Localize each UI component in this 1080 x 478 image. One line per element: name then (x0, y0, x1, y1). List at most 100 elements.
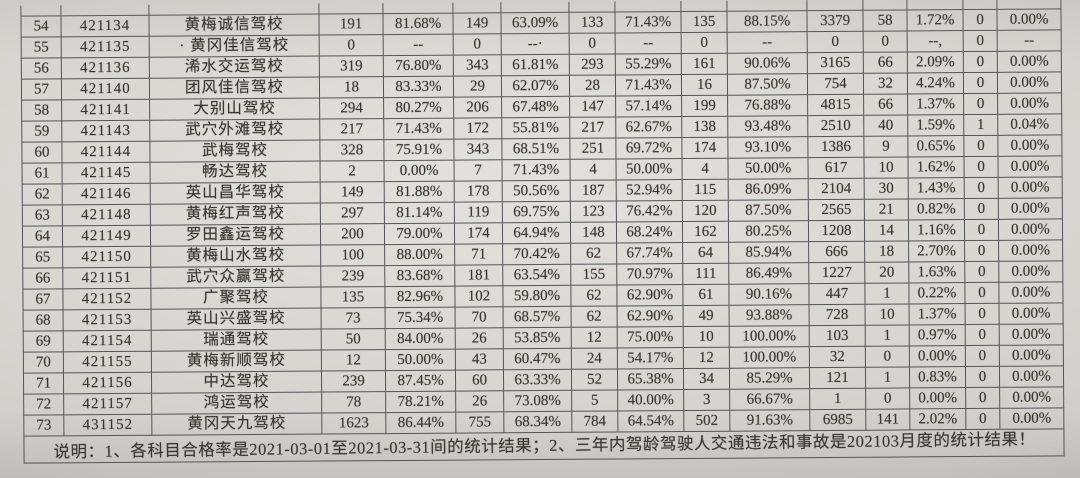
stat-cell: 1 (809, 388, 866, 410)
stat-cell: -- (615, 32, 682, 54)
school-name-cell: 罗田鑫运驾校 (150, 224, 321, 247)
stat-cell: 90.06% (727, 52, 808, 75)
row-number-cell: 62 (22, 183, 63, 206)
grid-cell (996, 0, 1061, 10)
stat-cell: 0.22% (908, 282, 966, 304)
stat-cell: 3 (683, 389, 730, 411)
stat-cell: 10 (863, 156, 909, 179)
school-code-cell: 421157 (63, 393, 152, 415)
stat-cell: 199 (681, 95, 728, 117)
stat-cell: 68.57% (503, 306, 572, 328)
stat-cell: 0 (963, 72, 998, 94)
stat-cell: 81.68% (382, 13, 454, 35)
stat-cell: 162 (682, 221, 729, 243)
stat-cell: 3379 (806, 10, 864, 32)
stat-cell: 50.00% (615, 158, 683, 180)
row-number-cell: 67 (22, 288, 64, 311)
school-code-cell: 421146 (62, 183, 151, 205)
stat-cell: 148 (570, 221, 617, 244)
stat-cell: 0 (965, 303, 1000, 325)
stat-cell: 0 (964, 177, 999, 199)
stat-cell: 71.43% (383, 118, 454, 140)
grid-cell (962, 0, 997, 10)
stat-cell: 617 (807, 157, 865, 179)
school-name-cell: 团风佳信驾校 (149, 77, 320, 100)
stat-cell: 71.43% (614, 11, 682, 33)
stat-cell: 0 (964, 282, 1000, 304)
stat-cell: 67.48% (501, 96, 570, 118)
stat-cell: 55.81% (501, 117, 570, 139)
stat-cell: 57.14% (615, 95, 682, 117)
stat-cell: -- (727, 31, 808, 54)
stat-cell: 502 (683, 410, 730, 432)
school-code-cell: 421135 (61, 36, 150, 58)
grid-cell (500, 1, 569, 13)
school-code-cell: 431152 (63, 414, 152, 436)
stat-cell: 343 (453, 54, 502, 77)
stat-cell: 100.00% (729, 346, 810, 369)
stat-cell: 0.00% (999, 386, 1064, 409)
school-name-cell: 中达驾校 (151, 371, 322, 394)
stat-cell: 12 (321, 349, 386, 372)
stat-cell: 2.09% (907, 51, 964, 73)
stat-cell: 1 (864, 282, 910, 305)
stat-cell: 4.24% (907, 72, 964, 94)
stat-cell: 2565 (808, 199, 865, 221)
stat-cell: 93.88% (729, 304, 810, 327)
school-code-cell: 421151 (62, 267, 151, 289)
stat-cell: 40.00% (617, 389, 684, 411)
stat-cell: 50.00% (385, 349, 456, 371)
stat-cell: 141 (865, 408, 910, 431)
stat-cell: 79.00% (384, 223, 455, 245)
stat-cell: 0.00% (997, 155, 1063, 178)
stat-cell: 135 (680, 11, 728, 33)
stat-cell: -- (997, 29, 1062, 52)
row-number-cell: 61 (22, 162, 63, 185)
stat-cell: 85.29% (729, 367, 810, 390)
stat-cell: 63.54% (502, 264, 571, 286)
stat-cell: 0 (964, 198, 999, 220)
stat-cell: 50 (321, 328, 386, 351)
stat-cell: 54.17% (617, 347, 684, 369)
row-number-cell: 73 (23, 414, 64, 437)
stat-cell: 666 (808, 241, 865, 263)
stat-cell: 86.49% (728, 262, 809, 285)
stat-cell: 1 (963, 114, 998, 136)
row-number-cell: 66 (22, 267, 63, 290)
school-code-cell: 421150 (62, 246, 151, 268)
stat-cell: 2104 (808, 178, 865, 200)
stat-cell: 76.80% (383, 55, 454, 77)
stat-cell: 0 (963, 135, 998, 157)
stat-cell: 82.96% (384, 286, 456, 308)
stat-cell: 91.63% (729, 409, 810, 432)
stat-cell: 0.00% (909, 345, 966, 367)
school-code-cell: 421153 (63, 309, 152, 331)
stat-cell: 21 (864, 198, 909, 221)
stat-cell: 172 (453, 117, 502, 140)
stat-cell: 239 (321, 370, 386, 393)
stat-cell: 0.82% (908, 198, 965, 220)
row-number-cell: 55 (21, 36, 62, 59)
row-number-cell: 69 (23, 330, 64, 353)
stat-cell: 0 (965, 387, 1000, 409)
stat-cell: 20 (864, 261, 909, 284)
stat-cell: 59.80% (502, 285, 572, 307)
stat-cell: 149 (452, 12, 502, 35)
stat-cell: 0.00% (999, 323, 1064, 346)
stat-cell: 447 (808, 283, 866, 305)
stat-cell: 34 (683, 368, 730, 390)
stat-cell: 64.94% (502, 222, 571, 244)
stat-cell: 0.00% (999, 344, 1064, 367)
stat-cell: 293 (569, 53, 616, 76)
row-number-cell: 59 (21, 120, 62, 143)
stat-cell: 60 (455, 369, 504, 392)
stat-cell: 83.33% (383, 76, 454, 98)
stat-cell: 0.00% (996, 8, 1062, 31)
stat-cell: 181 (454, 264, 503, 287)
stat-cell: 206 (453, 96, 502, 119)
stat-cell: 4 (570, 158, 617, 181)
stat-cell: 16 (681, 74, 728, 96)
stat-cell: 121 (809, 367, 866, 389)
school-code-cell: 421145 (62, 162, 151, 184)
